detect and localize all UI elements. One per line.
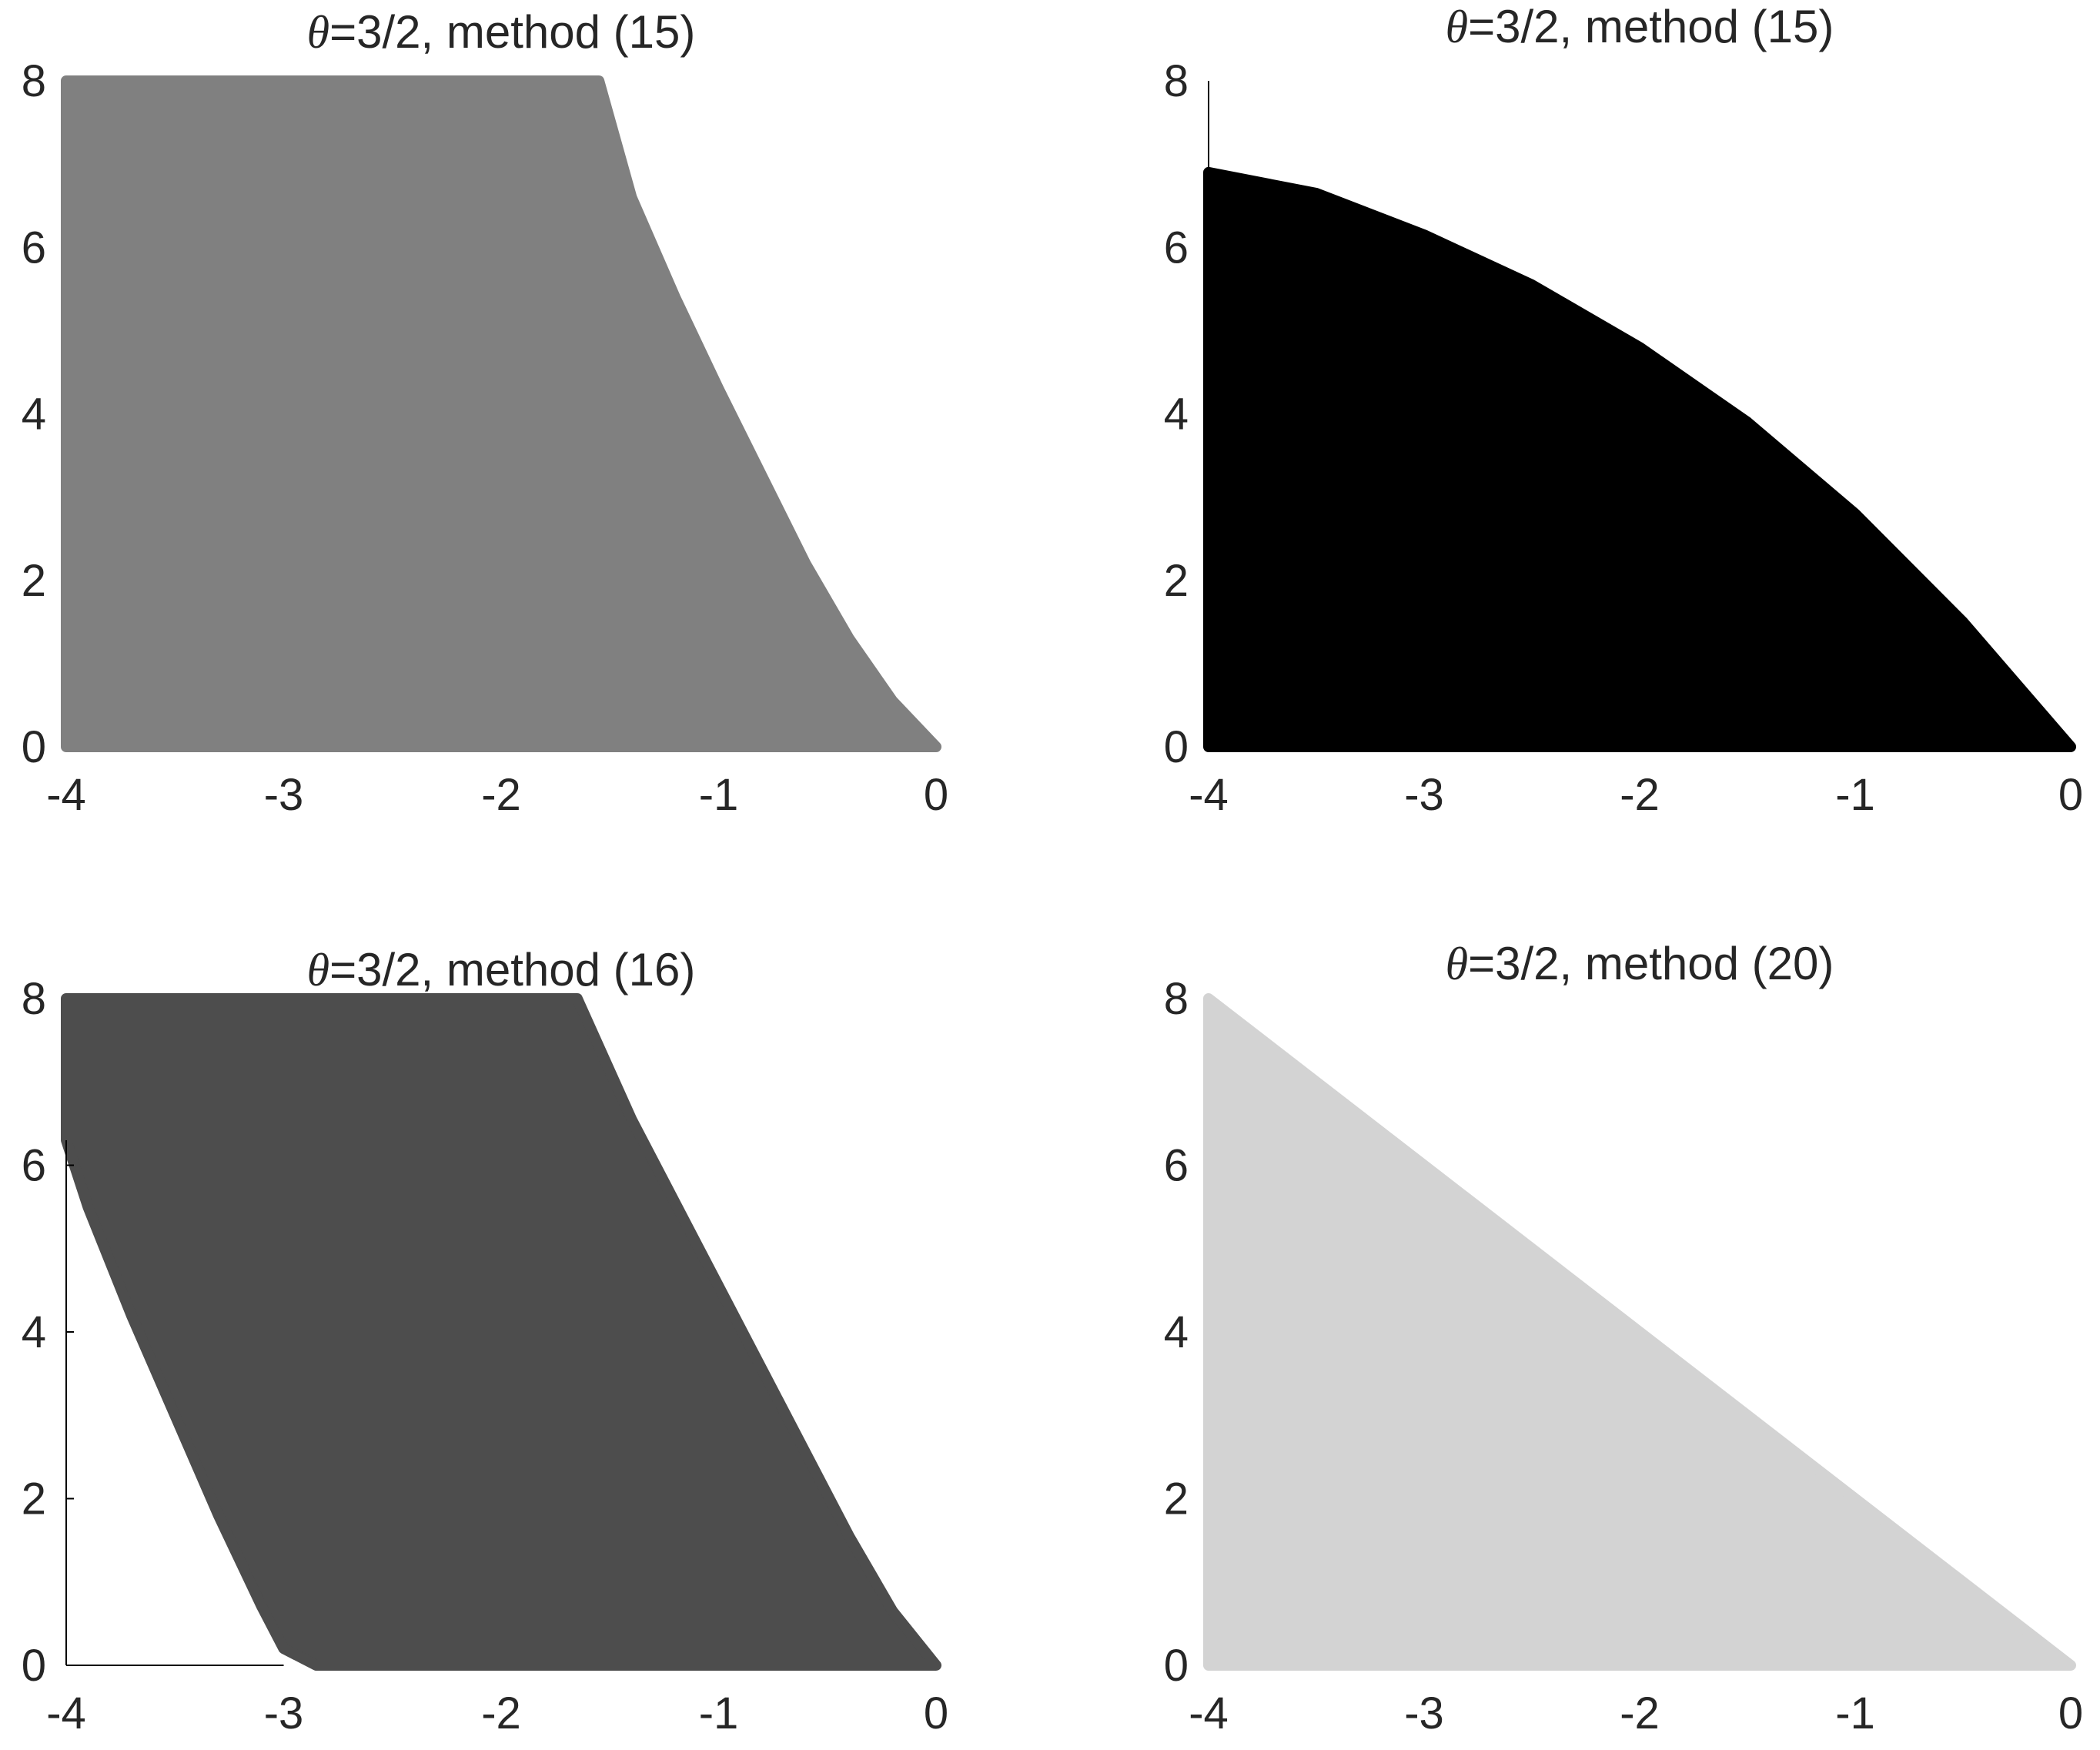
x-tick-label: -4 (1189, 770, 1229, 820)
x-tick-label: -3 (1404, 770, 1444, 820)
y-tick-label: 4 (1164, 390, 1189, 440)
chart-panel-4: -4 -3 -2 -1 0 0 2 4 6 8 θ=3/2, method (20) (1164, 938, 2083, 1738)
y-tick-label: 0 (1164, 1641, 1189, 1691)
x-tick-label: -2 (481, 770, 521, 820)
title-text: =3/2, method (16) (329, 944, 695, 995)
x-tick-label: 0 (924, 770, 948, 820)
theta-symbol: θ (307, 945, 329, 995)
y-tick-label: 6 (22, 223, 46, 273)
title-text: =3/2, method (20) (1468, 938, 1834, 989)
y-tick-label: 4 (22, 1307, 46, 1357)
y-tick-label: 2 (22, 1474, 46, 1524)
y-tick-label: 2 (22, 556, 46, 606)
chart-panel-1: -4 -3 -2 -1 0 0 2 4 6 8 θ=3/2, method (15) (22, 6, 948, 820)
x-tick-label: 0 (2058, 770, 2083, 820)
y-tick-label: 8 (1164, 974, 1189, 1024)
y-tick-label: 8 (22, 974, 46, 1024)
y-tick-label: 8 (1164, 56, 1189, 106)
x-tick-label: -1 (1835, 1688, 1875, 1738)
y-tick-label: 0 (22, 1641, 46, 1691)
chart-title: θ=3/2, method (15) (307, 6, 696, 58)
feasible-region-4 (1203, 993, 2076, 1671)
x-tick-label: -1 (699, 770, 739, 820)
title-text: =3/2, method (15) (329, 6, 695, 58)
x-tick-label: -1 (1835, 770, 1875, 820)
y-tick-label: 4 (1164, 1307, 1189, 1357)
theta-symbol: θ (1446, 939, 1468, 989)
y-tick-label: 8 (22, 56, 46, 106)
title-text: =3/2, method (15) (1468, 1, 1834, 52)
x-tick-label: -2 (481, 1688, 521, 1738)
y-tick-label: 2 (1164, 1474, 1189, 1524)
y-tick-label: 6 (1164, 223, 1189, 273)
y-tick-label: 6 (1164, 1141, 1189, 1191)
feasible-region-1 (61, 75, 941, 752)
x-tick-label: -2 (1620, 1688, 1660, 1738)
y-tick-label: 4 (22, 390, 46, 440)
x-tick-label: 0 (2058, 1688, 2083, 1738)
x-tick-label: -1 (699, 1688, 739, 1738)
x-tick-label: -3 (1404, 1688, 1444, 1738)
y-tick-label: 6 (22, 1141, 46, 1191)
x-tick-label: -4 (1189, 1688, 1229, 1738)
x-tick-label: -4 (46, 1688, 86, 1738)
y-tick-label: 0 (22, 722, 46, 772)
x-tick-label: -3 (264, 770, 304, 820)
theta-symbol: θ (307, 7, 329, 58)
feasible-region-3 (61, 993, 941, 1671)
x-tick-label: -2 (1620, 770, 1660, 820)
x-tick-label: 0 (924, 1688, 948, 1738)
chart-title: θ=3/2, method (16) (307, 944, 696, 995)
y-tick-label: 0 (1164, 722, 1189, 772)
chart-panel-3: -4 -3 -2 -1 0 0 2 4 6 8 θ=3/2, method (16) (22, 944, 948, 1738)
feasible-region-2 (1203, 166, 2076, 752)
x-tick-label: -4 (46, 770, 86, 820)
chart-title: θ=3/2, method (15) (1446, 1, 1834, 52)
chart-panel-2: -4 -3 -2 -1 0 0 2 4 6 8 θ=3/2, method (15) (1164, 1, 2083, 820)
x-tick-label: -3 (264, 1688, 304, 1738)
chart-title: θ=3/2, method (20) (1446, 938, 1834, 989)
theta-symbol: θ (1446, 2, 1468, 52)
y-tick-label: 2 (1164, 556, 1189, 606)
